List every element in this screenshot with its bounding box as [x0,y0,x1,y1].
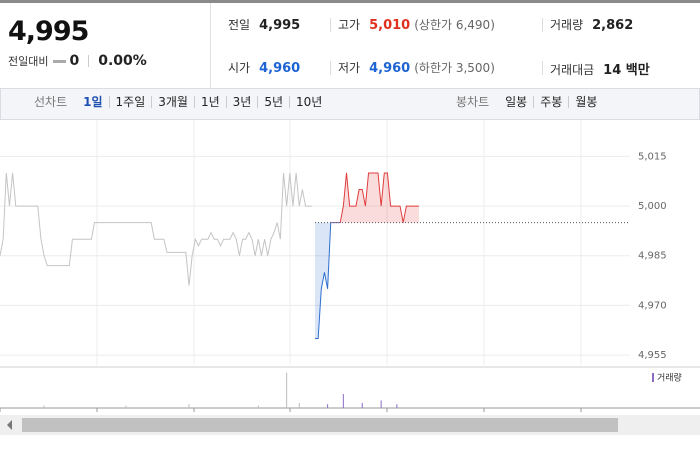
stat-value: 5,010 [369,18,411,33]
y-tick-label: 5,000 [638,201,667,212]
column-separator [542,18,543,32]
stat: 거래량 2,862 [550,16,633,33]
legend-label: 거래량 [657,372,682,384]
chart: 5,015 5,000 4,985 4,970 4,955 거래량 [0,120,700,412]
stat: 저가 4,960 (하한가 3,500) [338,59,495,76]
column-separator [330,61,331,75]
period-tab[interactable]: 10년 [289,96,328,108]
period-tab[interactable]: 주봉 [533,96,568,108]
stat-value: 4,960 [259,61,301,76]
y-tick-label: 4,985 [638,251,667,262]
stat-label: 전일 [228,18,251,32]
flat-icon [53,59,67,63]
divider [210,3,211,88]
period-tab[interactable]: 3개월 [151,96,194,108]
change-row: 전일대비 0 0.00% [8,53,147,69]
tab-group-label: 선차트 [34,95,68,109]
current-price: 4,995 [8,16,89,47]
stat-note: (하한가 3,500) [414,61,495,75]
scroll-thumb[interactable] [22,418,618,432]
tab-group-label: 봉차트 [456,95,490,109]
period-tab[interactable]: 3년 [225,96,258,108]
column-separator [542,61,543,75]
period-tab[interactable]: 1년 [193,96,226,108]
price-area [315,172,419,339]
y-tick-label: 4,955 [638,350,667,361]
change: 0 [69,53,80,69]
period-tab[interactable]: 1주일 [108,96,152,108]
stat-value: 2,862 [592,18,634,33]
tab-bar [0,88,700,120]
candle-chart-tabs: 봉차트 일봉 주봉 월봉 [450,96,603,108]
stat: 고가 5,010 (상한가 6,490) [338,16,495,33]
stat: 전일 4,995 [228,16,300,33]
period-tab[interactable]: 일봉 [505,95,528,109]
stat: 시가 4,960 [228,59,300,76]
period-tab[interactable]: 1일 [83,95,103,109]
stat-note: (상한가 6,490) [414,18,495,32]
line-chart-tabs: 선차트 1일 1주일 3개월 1년 3년 5년 10년 [28,96,328,108]
legend-swatch [652,373,654,382]
stat-label: 저가 [338,61,361,75]
column-separator [330,18,331,32]
scroll-left[interactable] [7,420,12,430]
y-tick-label: 4,970 [638,300,667,311]
stat-label: 시가 [228,61,251,75]
stat-label: 거래량 [550,18,584,32]
period-tab[interactable]: 5년 [257,96,289,108]
period-tab[interactable]: 월봉 [568,96,603,108]
stat-value: 4,960 [369,61,411,76]
change-label: 전일대비 [8,55,49,68]
stat-label: 거래대금 [550,63,595,77]
price-line [0,172,312,286]
stat-label: 고가 [338,18,361,32]
change-rate: 0.00% [98,53,147,69]
y-tick-label: 5,015 [638,151,667,162]
stat-value: 14 백만 [603,63,650,78]
stat-value: 4,995 [259,18,301,33]
price-line [315,172,419,340]
top-border [0,0,700,3]
stat: 거래대금 14 백만 [550,59,650,78]
separator [88,55,90,67]
